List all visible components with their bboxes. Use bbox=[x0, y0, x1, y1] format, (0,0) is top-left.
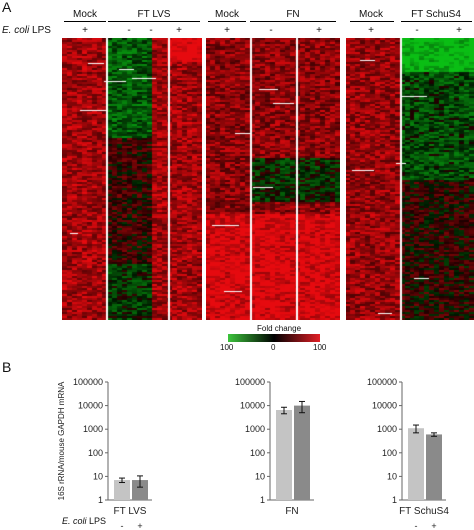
chart0-xlabel: FT LVS bbox=[114, 506, 147, 517]
group-schu-treat-label: FT SchuS4 bbox=[411, 9, 461, 20]
chart2-ytick-label-4: 10000 bbox=[372, 401, 397, 411]
heatmap-schus4 bbox=[346, 38, 474, 320]
colorbar-title: Fold change bbox=[256, 324, 302, 333]
group-lvs-mock-rule bbox=[64, 21, 106, 22]
ecoli-italic: E. coli bbox=[2, 25, 30, 36]
group-schu-mock-rule bbox=[350, 21, 394, 22]
sign-lvs-1: + bbox=[82, 25, 88, 36]
chart2-category-0: - bbox=[415, 521, 418, 530]
chart2-ytick-label-3: 1000 bbox=[377, 424, 397, 434]
group-fn-treat-label: FN bbox=[286, 9, 300, 20]
group-fn-mock-rule bbox=[208, 21, 246, 22]
chart0-ytick-label-5: 100000 bbox=[73, 377, 103, 387]
chart0-bar-1 bbox=[132, 480, 148, 500]
chart1-ytick-label-5: 100000 bbox=[235, 377, 265, 387]
heatmap-fn bbox=[206, 38, 340, 320]
sign-fn-3: + bbox=[316, 25, 322, 36]
chart2-category-1: + bbox=[431, 521, 436, 530]
sign-lvs-3: - bbox=[149, 25, 153, 36]
chart2-bar-0 bbox=[408, 428, 424, 500]
chart0-ytick-label-4: 10000 bbox=[78, 401, 103, 411]
panel-label-b: B bbox=[2, 359, 12, 375]
colorbar-gradient bbox=[228, 334, 320, 342]
chart0-ytick-label-1: 10 bbox=[93, 471, 103, 481]
chart1-bar-1 bbox=[294, 405, 310, 500]
chart2-ytick-label-1: 10 bbox=[387, 471, 397, 481]
chart1-ytick-label-3: 1000 bbox=[245, 424, 265, 434]
chart1-bar-0 bbox=[276, 410, 292, 500]
ecoli-lps-row-label: E. coli LPS bbox=[2, 25, 51, 36]
colorbar-mid-label: 0 bbox=[271, 343, 276, 352]
colorbar-right-label: 100 bbox=[313, 343, 327, 352]
group-lvs-treat-rule bbox=[108, 21, 200, 22]
sign-fn-1: + bbox=[224, 25, 230, 36]
chart0-category-1: + bbox=[137, 521, 142, 530]
group-fn-treat-rule bbox=[250, 21, 336, 22]
chart0-ylabel: 16S rRNA/mouse GAPDH mRNA bbox=[57, 381, 66, 500]
bottom-ecoli-lps-label: E. coli LPS bbox=[62, 516, 106, 526]
group-schu-mock-label: Mock bbox=[359, 9, 383, 20]
chart1-ytick-label-0: 1 bbox=[260, 495, 265, 505]
chart0-bar-0 bbox=[114, 480, 130, 500]
group-fn-mock-label: Mock bbox=[215, 9, 239, 20]
group-lvs-mock-label: Mock bbox=[73, 9, 97, 20]
sign-lvs-4: + bbox=[176, 25, 182, 36]
bottom-ecoli-italic: E. coli bbox=[62, 516, 87, 526]
chart1-ytick-label-4: 10000 bbox=[240, 401, 265, 411]
group-schu-treat-rule bbox=[401, 21, 472, 22]
group-lvs-treat-label: FT LVS bbox=[137, 9, 171, 20]
chart2-ytick-label-2: 100 bbox=[382, 448, 397, 458]
chart2-xlabel: FT SchuS4 bbox=[399, 506, 449, 517]
chart2-bar-1 bbox=[426, 434, 442, 500]
lps-text: LPS bbox=[29, 25, 51, 36]
sign-schu-3: + bbox=[456, 25, 462, 36]
chart2-ytick-label-0: 1 bbox=[392, 495, 397, 505]
bar-charts: 1 10 100 1000 10000 100000 - + FT LVS 16S rRNA/mo… bbox=[57, 377, 449, 530]
chart0-category-0: - bbox=[121, 521, 124, 530]
chart1-ytick-label-2: 100 bbox=[250, 448, 265, 458]
sign-schu-2: - bbox=[415, 25, 419, 36]
chart0-ytick-label-2: 100 bbox=[88, 448, 103, 458]
heatmap-lvs bbox=[62, 38, 202, 320]
sign-schu-1: + bbox=[368, 25, 374, 36]
chart0-ytick-label-3: 1000 bbox=[83, 424, 103, 434]
colorbar-left-label: 100 bbox=[220, 343, 234, 352]
panel-label-a: A bbox=[2, 0, 12, 15]
chart1-xlabel: FN bbox=[285, 506, 298, 517]
sign-fn-2: - bbox=[269, 25, 273, 36]
sign-lvs-2: - bbox=[127, 25, 131, 36]
chart0-ytick-label-0: 1 bbox=[98, 495, 103, 505]
bottom-lps-text: LPS bbox=[86, 516, 107, 526]
chart1-ytick-label-1: 10 bbox=[255, 471, 265, 481]
chart2-ytick-label-5: 100000 bbox=[367, 377, 397, 387]
